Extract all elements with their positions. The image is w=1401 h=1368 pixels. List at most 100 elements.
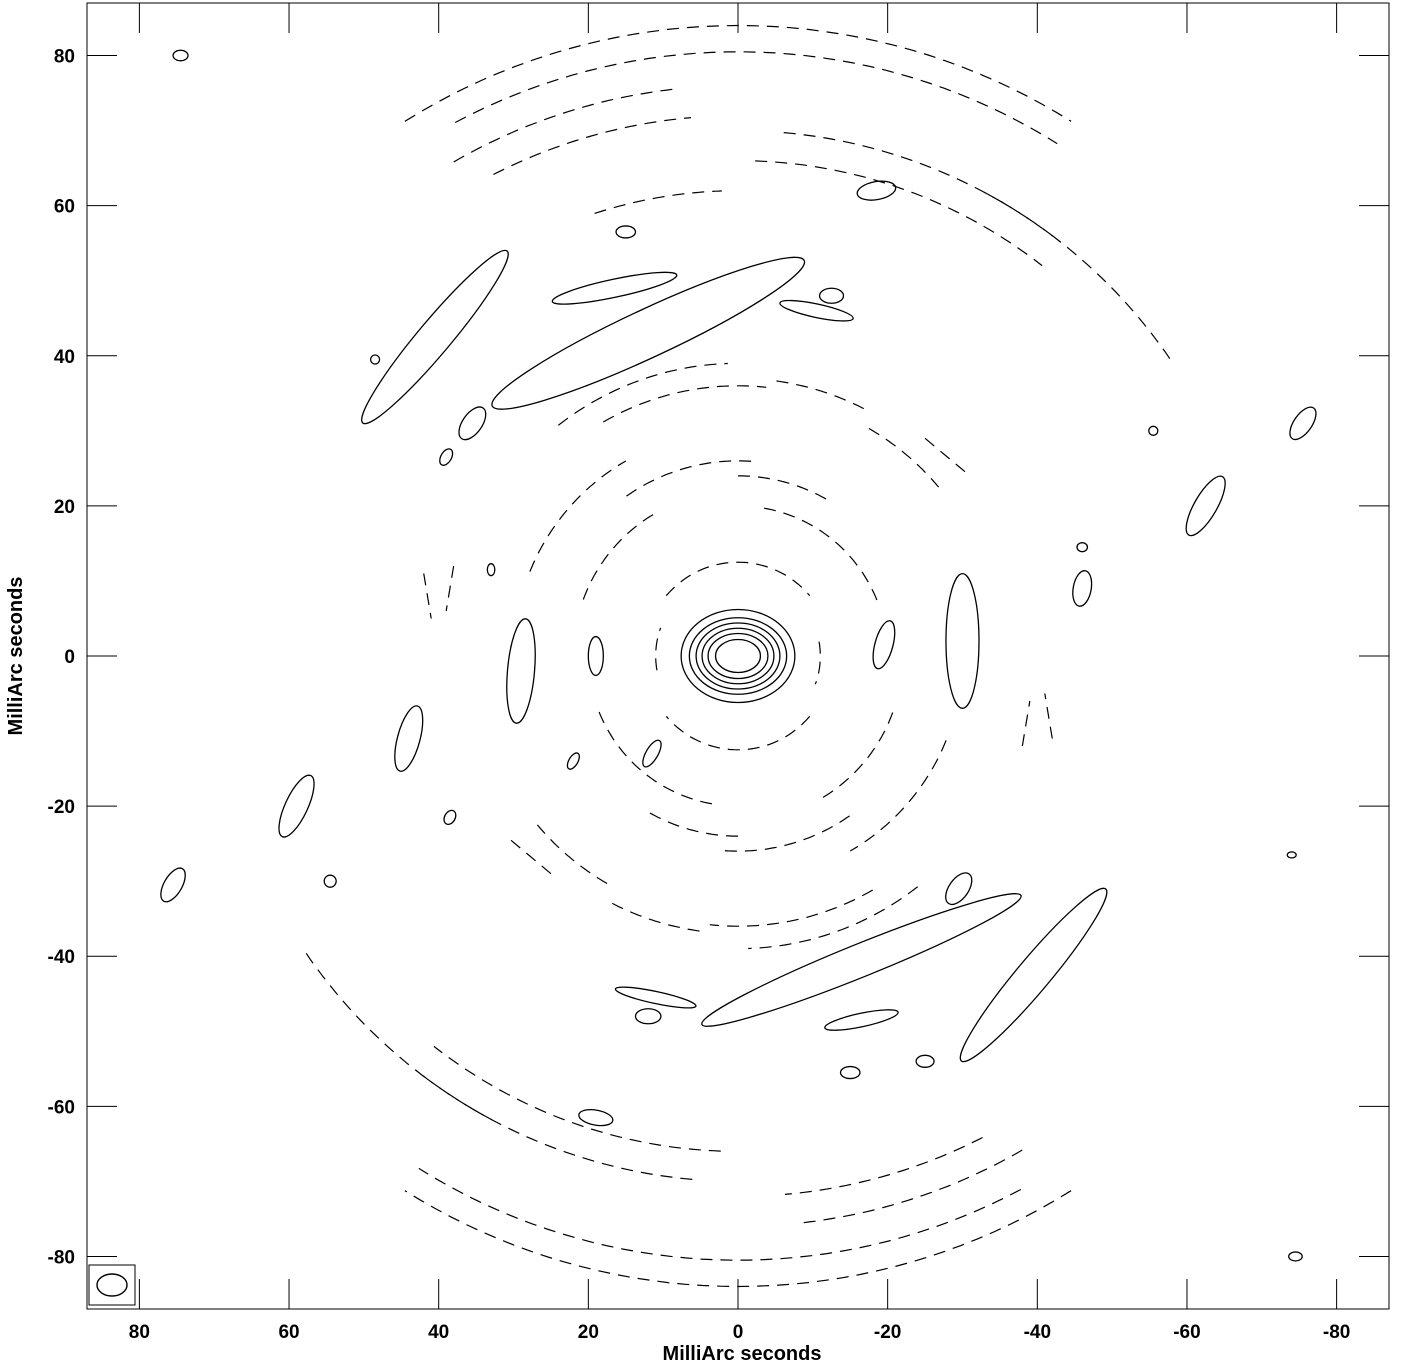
negative-contour [924, 437, 971, 477]
positive-contour [642, 739, 662, 768]
x-tick-label: 20 [578, 1322, 599, 1343]
positive-contour [1286, 851, 1297, 859]
negative-contour [418, 1167, 1022, 1261]
negative-contour [738, 475, 829, 501]
positive-contour [458, 406, 487, 441]
x-tick-label: 60 [278, 1322, 299, 1343]
negative-contour [717, 815, 850, 852]
positive-contour [551, 271, 678, 305]
x-axis-title: MilliArc seconds [663, 1343, 822, 1365]
core-contour [695, 622, 781, 690]
positive-contour [915, 1054, 935, 1068]
negative-contour [814, 641, 821, 685]
positive-contour [491, 256, 806, 410]
y-tick-label: -20 [48, 797, 75, 818]
core-contour [688, 617, 788, 695]
negative-contour [626, 460, 759, 497]
y-tick-label: 60 [54, 197, 75, 218]
y-tick-label: -80 [48, 1247, 75, 1268]
x-tick-label: -20 [874, 1322, 901, 1343]
beam-ellipse [96, 1273, 128, 1297]
negative-contour [423, 573, 432, 619]
y-tick-label: 20 [54, 497, 75, 518]
positive-contour [614, 986, 697, 1009]
negative-contour [1021, 700, 1031, 747]
negative-contour [505, 835, 552, 875]
negative-contour [709, 889, 873, 927]
positive-contour [566, 752, 580, 770]
negative-contour [529, 460, 627, 572]
core-contour [707, 632, 769, 680]
negative-contour [445, 565, 455, 612]
positive-contour [634, 1008, 662, 1025]
y-tick-labels: 80 60 40 20 0 -20 -40 -60 -80 [48, 47, 75, 1269]
y-axis-title: MilliArc seconds [5, 577, 27, 736]
positive-contour [872, 620, 896, 670]
positive-contour [323, 874, 337, 888]
positive-contour [945, 872, 973, 906]
negative-contour [665, 715, 811, 751]
x-tick-label: -40 [1024, 1322, 1051, 1343]
negative-contour [433, 1045, 721, 1152]
negative-contour [983, 191, 1173, 363]
x-tick-label: 80 [129, 1322, 150, 1343]
x-tick-label: -60 [1173, 1322, 1200, 1343]
positive-contour [839, 1065, 861, 1080]
positive-contour [361, 249, 509, 425]
negative-contour [493, 117, 692, 176]
y-tick-label: 80 [54, 47, 75, 68]
negative-contour [603, 385, 767, 423]
negative-contour [303, 949, 493, 1121]
negative-contour [557, 362, 728, 426]
core-contour [680, 608, 796, 704]
negative-contour [607, 900, 700, 932]
negative-contour [454, 51, 1058, 145]
positive-contour [615, 225, 637, 239]
positive-contour [818, 287, 845, 304]
negative-contour [596, 707, 713, 805]
positive-contour [394, 705, 424, 772]
positive-contour [578, 1108, 614, 1127]
x-tick-labels: 80 60 40 20 0 -20 -40 -60 -80 [129, 1322, 1351, 1343]
positive-contour [1185, 475, 1226, 537]
positive-contour [486, 563, 496, 577]
positive-contour [945, 572, 980, 709]
positive-contours [160, 49, 1317, 1262]
beam-inset [88, 1264, 136, 1306]
y-tick-label: -40 [48, 947, 75, 968]
positive-contour [1076, 542, 1089, 553]
negative-contour [665, 561, 811, 597]
positive-contour [439, 448, 454, 466]
negative-contour [655, 627, 662, 671]
positive-contour [278, 774, 315, 838]
positive-contour [1072, 570, 1093, 607]
positive-contour [701, 893, 1022, 1027]
negative-contour [776, 380, 869, 412]
positive-contour [1288, 1251, 1303, 1262]
negative-contour [784, 1136, 983, 1195]
positive-contour [779, 299, 854, 322]
y-tick-label: -60 [48, 1097, 75, 1118]
positive-contour [369, 354, 381, 365]
negative-contour [594, 190, 722, 214]
positive-contour [443, 809, 457, 826]
negative-contour [763, 507, 880, 605]
negative-contour [849, 740, 947, 852]
positive-contour [856, 180, 897, 201]
y-tick-label: 0 [64, 647, 75, 668]
positive-contour [824, 1009, 899, 1031]
positive-contour [506, 618, 536, 724]
x-tick-label: -80 [1323, 1322, 1350, 1343]
positive-contour [959, 887, 1108, 1063]
core-contours [680, 608, 796, 704]
x-tick-label: 40 [428, 1322, 449, 1343]
negative-contour [755, 160, 1043, 267]
core-contour [701, 627, 775, 685]
negative-contour [647, 811, 738, 837]
negative-contour [748, 886, 919, 950]
negative-contour [1044, 693, 1053, 739]
positive-contour [160, 867, 186, 903]
negative-contour [536, 824, 608, 885]
